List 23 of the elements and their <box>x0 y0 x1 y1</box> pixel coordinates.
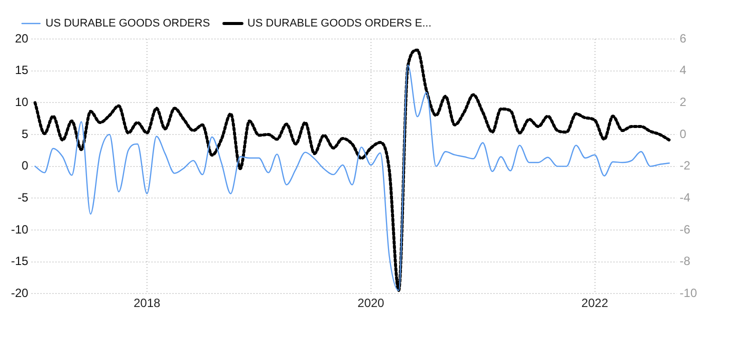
y2-tick-label: 2 <box>680 94 687 109</box>
y2-tick-label: -6 <box>680 222 691 236</box>
y-tick-label: 0 <box>22 158 29 173</box>
y2-tick-label: -2 <box>680 158 691 173</box>
legend-label: US DURABLE GOODS ORDERS <box>46 18 210 30</box>
y-tick-label: 20 <box>14 31 29 46</box>
y-tick-label: 10 <box>14 94 29 109</box>
x-tick-label: 2018 <box>134 296 161 310</box>
y-tick-label: 5 <box>22 126 29 141</box>
x-tick-label: 2022 <box>581 296 608 310</box>
y-tick-label: -20 <box>11 286 29 300</box>
y2-tick-label: -8 <box>680 254 691 268</box>
legend-label: US DURABLE GOODS ORDERS E... <box>247 18 432 30</box>
y-tick-label: -10 <box>11 222 29 236</box>
y2-tick-label: 0 <box>680 126 687 141</box>
y-tick-label: -5 <box>18 190 29 204</box>
y2-tick-label: -4 <box>680 190 691 204</box>
y-tick-label: 15 <box>14 63 29 78</box>
y2-tick-label: 4 <box>680 63 687 78</box>
y2-tick-label: 6 <box>680 31 687 46</box>
y-tick-label: -15 <box>11 254 29 268</box>
x-tick-label: 2020 <box>358 296 385 310</box>
y2-tick-label: -10 <box>680 286 698 300</box>
